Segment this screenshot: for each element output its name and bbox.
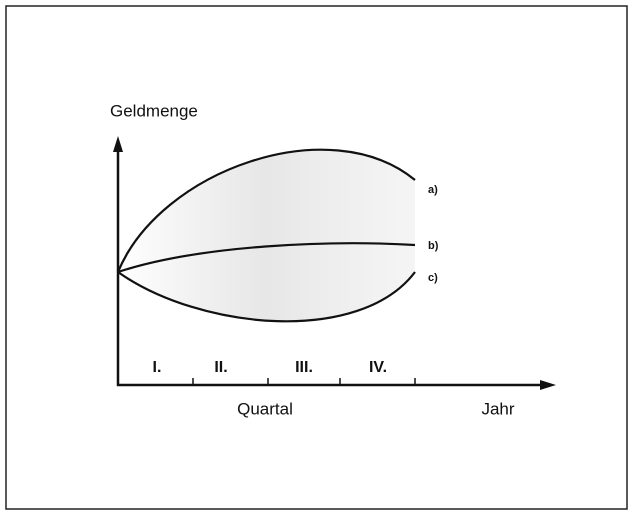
curve-b xyxy=(117,242,416,274)
shading xyxy=(118,149,415,322)
x-label: Quartal xyxy=(237,399,293,418)
curve-c xyxy=(117,271,416,323)
quarter-ticks xyxy=(192,378,416,385)
quarter-label: I. xyxy=(153,359,162,376)
quarter-label: III. xyxy=(295,359,313,376)
x-end-label: Jahr xyxy=(481,399,514,418)
y-arrow xyxy=(113,136,123,152)
curve-label: c) xyxy=(428,272,438,284)
quarter-label: IV. xyxy=(369,359,387,376)
frame xyxy=(5,5,628,510)
curve-label: b) xyxy=(428,240,439,252)
x-arrow xyxy=(540,380,556,390)
y-label: Geldmenge xyxy=(110,101,198,120)
curve-a xyxy=(116,148,416,273)
curve-label: a) xyxy=(428,184,438,196)
quarter-label: II. xyxy=(214,359,227,376)
